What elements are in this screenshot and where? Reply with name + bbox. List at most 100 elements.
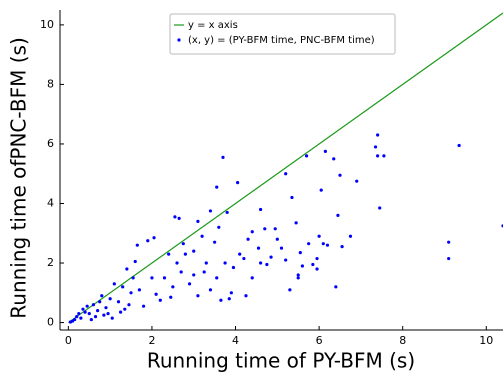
data-point bbox=[173, 215, 177, 219]
data-point bbox=[204, 261, 208, 265]
data-point bbox=[196, 294, 200, 298]
data-point bbox=[296, 276, 300, 280]
data-point bbox=[340, 245, 344, 249]
data-point bbox=[259, 207, 263, 212]
data-point bbox=[290, 195, 294, 200]
data-point bbox=[208, 209, 213, 213]
data-point bbox=[192, 249, 196, 253]
data-point bbox=[288, 288, 292, 292]
data-point bbox=[457, 143, 461, 148]
data-point bbox=[108, 297, 112, 301]
data-point bbox=[154, 292, 158, 296]
data-point bbox=[146, 239, 150, 243]
data-point bbox=[298, 251, 302, 255]
data-point bbox=[183, 252, 187, 256]
data-point bbox=[246, 237, 250, 241]
data-point bbox=[83, 310, 87, 314]
legend-box bbox=[169, 13, 396, 55]
data-point bbox=[321, 242, 325, 246]
data-point bbox=[123, 307, 127, 311]
data-point bbox=[171, 285, 175, 289]
data-point bbox=[355, 179, 359, 183]
data-point bbox=[307, 242, 311, 246]
data-point bbox=[75, 315, 79, 319]
data-point bbox=[304, 154, 309, 158]
x-tick-label: 6 bbox=[316, 334, 323, 347]
data-point bbox=[208, 288, 213, 292]
data-point bbox=[273, 227, 277, 231]
data-point bbox=[294, 221, 298, 225]
legend-label: (x, y) = (PY-BFM time, PNC-BFM time) bbox=[188, 35, 375, 46]
data-point bbox=[338, 173, 342, 177]
data-point bbox=[167, 252, 171, 256]
data-point bbox=[177, 216, 181, 220]
data-point bbox=[77, 312, 81, 316]
data-point bbox=[244, 294, 248, 298]
data-point bbox=[311, 262, 315, 267]
data-point bbox=[112, 282, 116, 286]
data-point bbox=[131, 276, 135, 280]
legend-swatch bbox=[177, 38, 181, 42]
data-point bbox=[85, 304, 89, 308]
data-point bbox=[227, 297, 231, 301]
data-point bbox=[187, 282, 192, 286]
data-point bbox=[175, 261, 179, 265]
data-point bbox=[102, 313, 106, 317]
data-point bbox=[217, 225, 221, 229]
data-point bbox=[221, 155, 225, 159]
data-point bbox=[382, 154, 386, 158]
data-point bbox=[223, 261, 227, 265]
data-point bbox=[215, 276, 219, 280]
data-point bbox=[265, 262, 269, 267]
data-point bbox=[296, 273, 300, 277]
data-point bbox=[137, 288, 142, 292]
data-point bbox=[447, 256, 451, 261]
data-point bbox=[378, 206, 382, 210]
data-point bbox=[125, 267, 129, 271]
y-axis-label: Running time ofPNC-BFM (s) bbox=[7, 37, 31, 318]
data-point bbox=[300, 264, 304, 268]
reference-line bbox=[68, 12, 503, 324]
y-tick-label: 0 bbox=[47, 316, 54, 329]
data-point bbox=[219, 298, 223, 302]
legend-label: y = x axis bbox=[188, 20, 238, 31]
data-point bbox=[275, 237, 279, 241]
data-point bbox=[116, 300, 121, 304]
data-point bbox=[110, 316, 114, 320]
y-tick-label: 10 bbox=[40, 18, 54, 31]
x-tick-label: 4 bbox=[232, 334, 239, 347]
data-point bbox=[263, 227, 267, 231]
data-point bbox=[98, 300, 102, 304]
data-point bbox=[373, 145, 378, 149]
data-point bbox=[323, 149, 327, 153]
data-point bbox=[181, 242, 185, 246]
data-point bbox=[87, 312, 91, 316]
x-tick-label: 8 bbox=[399, 334, 406, 347]
data-point bbox=[242, 256, 246, 261]
data-point bbox=[100, 294, 104, 298]
data-point bbox=[325, 243, 330, 247]
data-point bbox=[91, 303, 96, 307]
data-point bbox=[150, 276, 154, 280]
data-point bbox=[215, 185, 219, 189]
data-point bbox=[336, 213, 340, 217]
data-point bbox=[256, 246, 261, 250]
data-point bbox=[447, 240, 451, 244]
x-tick-label: 0 bbox=[65, 334, 72, 347]
data-point bbox=[236, 181, 240, 185]
data-point bbox=[169, 295, 173, 299]
data-point bbox=[89, 317, 93, 322]
y-tick-label: 6 bbox=[47, 137, 54, 150]
data-point bbox=[269, 255, 273, 259]
data-point bbox=[158, 298, 162, 302]
data-point bbox=[202, 270, 206, 274]
data-point bbox=[315, 267, 319, 271]
data-point bbox=[376, 133, 380, 137]
data-point bbox=[334, 285, 338, 289]
data-point bbox=[129, 291, 133, 295]
data-point bbox=[179, 270, 183, 274]
data-point bbox=[127, 303, 131, 307]
y-tick-label: 8 bbox=[47, 77, 54, 90]
data-point bbox=[319, 188, 323, 192]
